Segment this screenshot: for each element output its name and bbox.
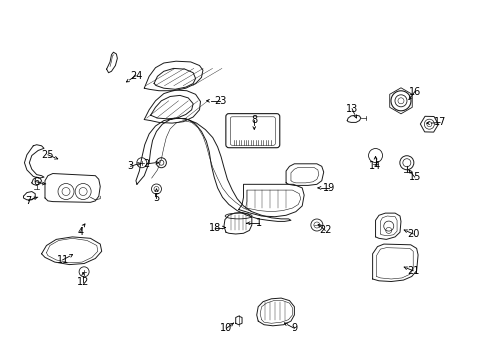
Text: 16: 16 xyxy=(407,87,420,97)
Text: 5: 5 xyxy=(153,193,159,203)
Text: 17: 17 xyxy=(433,117,446,127)
Text: 15: 15 xyxy=(407,172,420,182)
Text: 13: 13 xyxy=(345,104,358,114)
Text: 14: 14 xyxy=(368,161,381,171)
Text: 3: 3 xyxy=(127,161,133,171)
Text: 4: 4 xyxy=(78,227,83,237)
Text: 10: 10 xyxy=(220,323,232,333)
Text: 11: 11 xyxy=(56,255,69,265)
Text: 12: 12 xyxy=(77,276,89,287)
Text: 20: 20 xyxy=(406,229,419,239)
Text: 7: 7 xyxy=(25,195,31,206)
Text: 22: 22 xyxy=(318,225,331,235)
Text: 23: 23 xyxy=(213,96,226,106)
Text: 19: 19 xyxy=(322,183,334,193)
Text: 9: 9 xyxy=(291,323,297,333)
Text: 1: 1 xyxy=(256,218,262,228)
Text: 24: 24 xyxy=(129,71,142,81)
Text: 18: 18 xyxy=(208,222,221,233)
Text: 2: 2 xyxy=(143,159,149,169)
Text: 6: 6 xyxy=(34,177,40,187)
Text: 21: 21 xyxy=(406,266,419,276)
Text: 25: 25 xyxy=(41,150,54,160)
Text: 8: 8 xyxy=(251,114,257,125)
